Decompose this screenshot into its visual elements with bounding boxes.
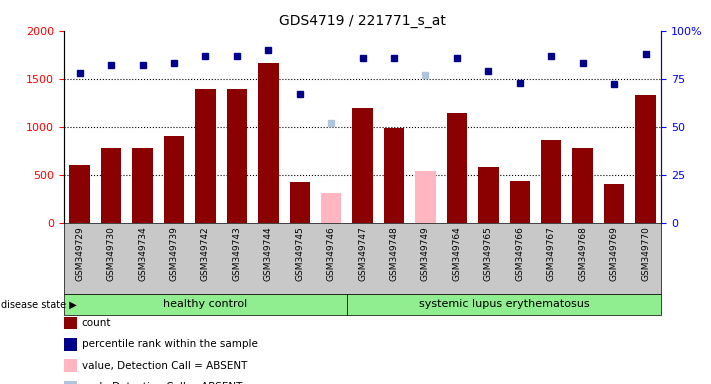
Bar [604,184,624,223]
Bar [384,127,405,223]
Text: percentile rank within the sample: percentile rank within the sample [82,339,257,349]
Text: GSM349730: GSM349730 [107,227,116,281]
Text: GSM349746: GSM349746 [326,227,336,281]
Bar [510,182,530,223]
Bar [258,63,279,223]
Bar [289,182,310,223]
Text: GSM349745: GSM349745 [295,227,304,281]
Bar [132,148,153,223]
Bar [196,89,215,223]
Bar [572,148,593,223]
Bar [70,165,90,223]
Text: value, Detection Call = ABSENT: value, Detection Call = ABSENT [82,361,247,371]
Text: GSM349734: GSM349734 [138,227,147,281]
Bar [227,89,247,223]
Text: GSM349739: GSM349739 [169,227,178,281]
Text: GSM349743: GSM349743 [232,227,241,281]
Bar [478,167,498,223]
Text: disease state ▶: disease state ▶ [1,299,77,310]
Text: healthy control: healthy control [164,299,247,310]
Text: GSM349770: GSM349770 [641,227,650,281]
Bar [415,171,436,223]
Bar [636,95,656,223]
Text: GSM349729: GSM349729 [75,227,84,281]
Text: GSM349768: GSM349768 [578,227,587,281]
Bar [447,113,467,223]
Bar [101,148,122,223]
Text: rank, Detection Call = ABSENT: rank, Detection Call = ABSENT [82,382,242,384]
Text: GSM349765: GSM349765 [484,227,493,281]
Text: count: count [82,318,111,328]
Bar [353,109,373,223]
Bar [541,140,562,223]
Text: GSM349764: GSM349764 [452,227,461,281]
Title: GDS4719 / 221771_s_at: GDS4719 / 221771_s_at [279,14,446,28]
Text: GSM349769: GSM349769 [609,227,619,281]
Text: GSM349748: GSM349748 [390,227,399,281]
Text: GSM349749: GSM349749 [421,227,430,281]
Bar [164,136,184,223]
Text: systemic lupus erythematosus: systemic lupus erythematosus [419,299,589,310]
Text: GSM349767: GSM349767 [547,227,556,281]
Bar [321,193,341,223]
Text: GSM349766: GSM349766 [515,227,524,281]
Text: GSM349742: GSM349742 [201,227,210,281]
Text: GSM349747: GSM349747 [358,227,367,281]
Text: GSM349744: GSM349744 [264,227,273,281]
